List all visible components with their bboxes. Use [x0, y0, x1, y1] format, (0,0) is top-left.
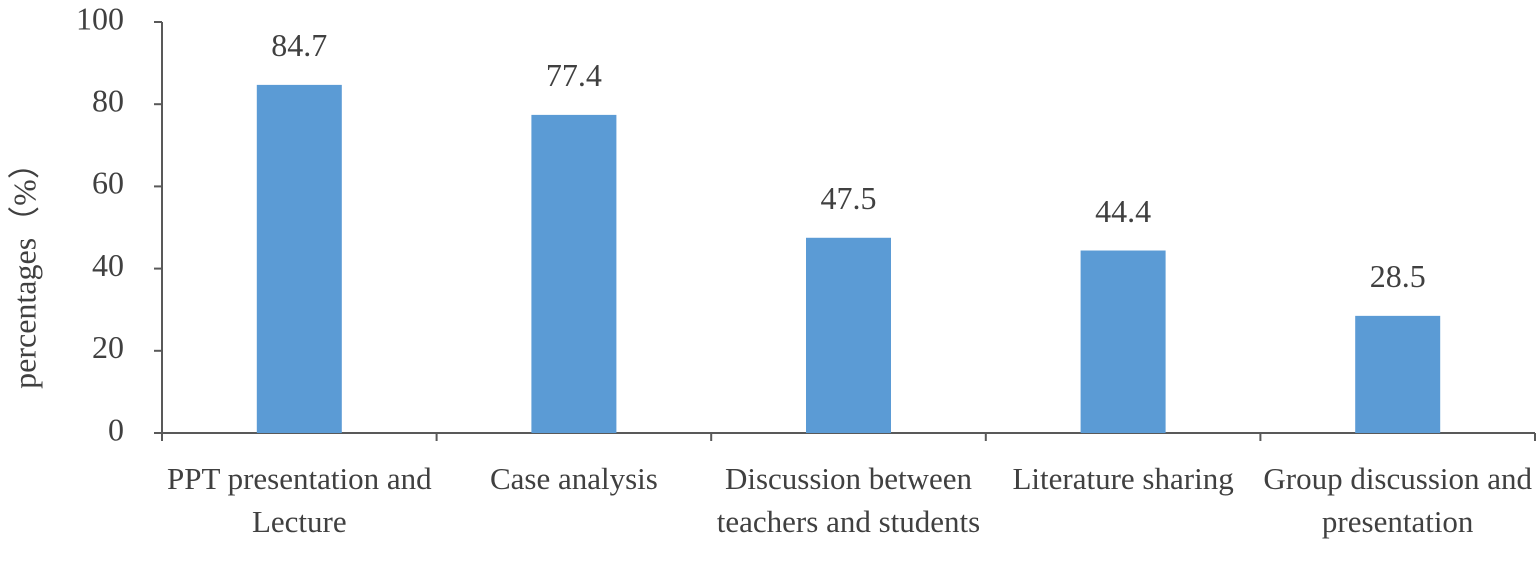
- y-tick-label: 0: [108, 411, 124, 447]
- value-label: 84.7: [271, 27, 327, 63]
- value-label: 77.4: [546, 57, 602, 93]
- y-tick-label: 20: [92, 329, 124, 365]
- x-tick-label: PPT presentation and Lecture: [166, 461, 432, 539]
- value-label: 28.5: [1370, 258, 1426, 294]
- x-tick-label: Discussion between teachers and students: [716, 461, 981, 539]
- bar: [1080, 250, 1166, 433]
- x-tick-label: Group discussion and presentation: [1263, 461, 1533, 539]
- bar: [1355, 315, 1441, 433]
- value-label: 44.4: [1095, 193, 1151, 229]
- y-tick-label: 100: [76, 0, 124, 36]
- y-tick-label: 60: [92, 165, 124, 201]
- bar: [806, 237, 891, 433]
- bar: [531, 114, 617, 434]
- bar: [256, 84, 342, 434]
- x-tick-label: Case analysis: [489, 461, 658, 496]
- x-tick-label: Literature sharing: [1012, 461, 1234, 496]
- y-axis-title: percentages（%）: [6, 147, 42, 389]
- y-tick-label: 80: [92, 83, 124, 119]
- y-tick-label: 40: [92, 247, 124, 283]
- value-label: 47.5: [821, 180, 877, 216]
